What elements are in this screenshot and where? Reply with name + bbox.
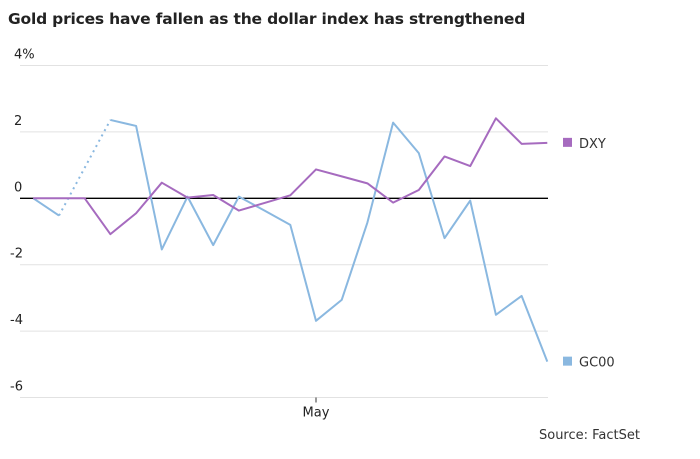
series-line-dxy (33, 117, 548, 236)
y-tick-label: -2 (10, 247, 23, 262)
chart-title: Gold prices have fallen as the dollar in… (8, 10, 526, 28)
legend-swatch-dxy (563, 137, 572, 147)
y-tick-label: 2 (14, 114, 22, 129)
legend-label-gc00: GC00 (579, 356, 615, 371)
y-tick-label: -4 (10, 313, 23, 328)
legend-label-dxy: DXY (579, 137, 606, 152)
source-note: Source: FactSet (538, 428, 640, 443)
legend-swatch-gc00 (563, 356, 572, 366)
x-tick-label: May (303, 406, 330, 421)
series-gap-gc00 (58, 119, 112, 217)
y-tick-label: 0 (14, 180, 22, 195)
series-line-gc00 (32, 118, 549, 363)
y-tick-label: -6 (10, 380, 23, 395)
y-tick-label: 4% (14, 48, 35, 63)
